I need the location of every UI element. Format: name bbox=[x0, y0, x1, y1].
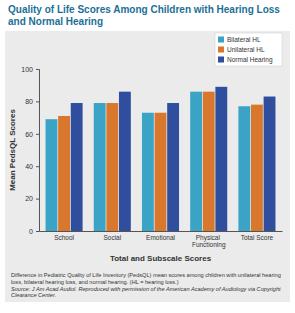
bar bbox=[167, 103, 179, 231]
bar bbox=[190, 92, 202, 231]
x-tick-label: Social bbox=[103, 234, 121, 241]
legend-swatch bbox=[218, 37, 224, 43]
annotation: Source: J Am Acad Audiol. Reproduced wit… bbox=[11, 286, 284, 300]
legend-label: Normal Hearing bbox=[227, 56, 273, 64]
y-tick-label: 0 bbox=[29, 228, 33, 235]
x-tick: Physical Functioning bbox=[192, 234, 226, 249]
bar bbox=[238, 106, 250, 231]
legend-label: Unilateral HL bbox=[227, 46, 265, 53]
chart-title: Quality of Life Scores Among Children wi… bbox=[0, 0, 295, 31]
bar bbox=[71, 103, 83, 231]
x-axis: School Social Emotional Physical Functionin… bbox=[40, 232, 283, 249]
legend-swatch bbox=[218, 57, 224, 63]
bar bbox=[94, 103, 106, 231]
bar bbox=[264, 97, 276, 231]
bar bbox=[155, 113, 167, 231]
bars bbox=[46, 87, 276, 231]
y-tick-label: 40 bbox=[25, 163, 33, 170]
y-tick-mark bbox=[36, 134, 39, 135]
y-axis-line bbox=[36, 70, 40, 232]
x-axis-title: Total and Subscale Scores bbox=[110, 254, 212, 263]
bar-series bbox=[58, 92, 263, 231]
y-tick-label: 20 bbox=[25, 195, 33, 202]
bar bbox=[119, 92, 131, 231]
bar bbox=[58, 116, 70, 231]
bar bbox=[251, 105, 263, 231]
y-tick-label: 100 bbox=[21, 66, 33, 73]
x-tick: Social bbox=[103, 234, 121, 241]
legend: Bilateral HL Unilateral HL Normal Hearing bbox=[215, 33, 282, 66]
legend-box bbox=[215, 33, 282, 66]
caption: Difference in Pediatric Quality of Life … bbox=[5, 271, 290, 302]
y-tick-label: 60 bbox=[25, 131, 33, 138]
legend-label: Bilateral HL bbox=[227, 36, 261, 43]
y-tick-mark bbox=[36, 231, 39, 232]
x-tick-label: Physical Functioning bbox=[192, 234, 226, 249]
y-tick-label: 80 bbox=[25, 98, 33, 105]
y-tick: 100 bbox=[21, 66, 39, 73]
bar bbox=[142, 113, 154, 231]
y-tick-mark bbox=[36, 166, 39, 167]
y-tick: 0 bbox=[29, 228, 39, 235]
y-axis-title: Mean PedsQL Scores bbox=[8, 109, 17, 191]
x-tick: Total Score bbox=[241, 234, 274, 241]
chart-panel: 0 20 40 60 80 100 School Social Emotional Physica… bbox=[5, 31, 290, 302]
x-tick-label: Total Score bbox=[241, 234, 274, 241]
y-tick: 20 bbox=[25, 195, 39, 202]
y-tick: 80 bbox=[25, 98, 39, 105]
annotation: Difference in Pediatric Quality of Life … bbox=[11, 272, 284, 286]
x-tick-label: School bbox=[54, 234, 74, 241]
bar bbox=[203, 92, 215, 231]
bar bbox=[46, 119, 58, 231]
bar bbox=[215, 87, 227, 231]
x-tick-label: Emotional bbox=[146, 234, 175, 241]
bar-series bbox=[71, 87, 276, 231]
y-axis: 0 20 40 60 80 100 bbox=[21, 66, 39, 235]
y-tick: 60 bbox=[25, 131, 39, 138]
bar bbox=[106, 103, 118, 231]
y-tick-mark bbox=[36, 199, 39, 200]
y-tick: 40 bbox=[25, 163, 39, 170]
x-axis-line bbox=[40, 231, 283, 232]
y-tick-mark bbox=[36, 101, 39, 102]
legend-swatch bbox=[218, 47, 224, 53]
y-tick-mark bbox=[36, 69, 39, 70]
x-tick: Emotional bbox=[146, 234, 175, 241]
chart-svg: 0 20 40 60 80 100 School Social Emotional Physica… bbox=[5, 31, 290, 267]
x-tick: School bbox=[54, 234, 74, 241]
